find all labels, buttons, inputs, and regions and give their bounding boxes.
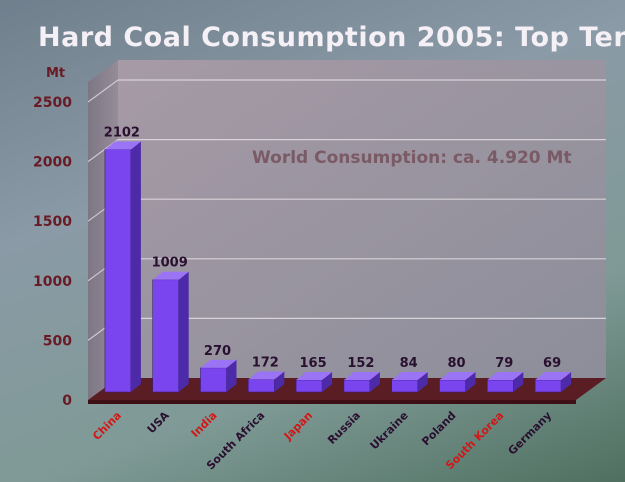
bar-south-africa: [248, 379, 275, 393]
bar-south-korea: [486, 379, 514, 393]
y-tick-label: 2000: [33, 155, 72, 171]
bar-side: [274, 371, 285, 392]
bar-top: [248, 371, 285, 380]
bar-top: [152, 271, 189, 280]
bar-side: [178, 271, 189, 392]
bar-value-label: 80: [447, 356, 465, 371]
bar-germany: [534, 379, 562, 393]
bar-top: [343, 372, 380, 380]
y-tick-label: 1500: [33, 214, 72, 230]
bar-japan: [295, 379, 323, 393]
bar-top: [439, 372, 476, 380]
bar-top: [535, 372, 572, 380]
bar-china: [104, 149, 132, 393]
y-tick-label: 1000: [33, 274, 72, 290]
bar-side: [561, 372, 572, 392]
bar-side: [417, 372, 428, 392]
bar-side: [322, 372, 333, 392]
bar-poland: [439, 379, 466, 393]
bar-side: [226, 359, 237, 392]
gridline-side: [87, 79, 119, 103]
bar-value-label: 172: [252, 355, 279, 370]
x-tick-label: Japan: [281, 409, 315, 443]
bar-value-label: 270: [204, 344, 231, 359]
bar-side: [130, 141, 141, 392]
y-axis-unit-label: Mt: [46, 66, 66, 81]
bar-top: [104, 141, 141, 150]
bar-top: [487, 372, 524, 380]
bar-ukraine: [391, 379, 419, 393]
y-tick-label: 0: [62, 393, 72, 409]
x-tick-label: China: [90, 409, 124, 443]
bar-side: [513, 372, 524, 392]
chart-floor-edge: [88, 400, 576, 404]
x-tick-label: USA: [145, 409, 172, 436]
bar-value-label: 165: [300, 356, 327, 371]
x-tick-label: Poland: [419, 409, 458, 448]
x-tick-label: Ukraine: [368, 409, 411, 452]
bar-value-label: 79: [495, 356, 513, 371]
bar-top: [200, 359, 237, 368]
chart-title: Hard Coal Consumption 2005: Top Ten: [38, 22, 625, 53]
x-tick-label: Russia: [325, 409, 363, 447]
x-tick-label: India: [189, 409, 220, 440]
bar-value-label: 84: [400, 356, 418, 371]
y-tick-label: 500: [43, 333, 72, 349]
y-tick-label: 2500: [33, 95, 72, 111]
chart-back-wall: [118, 60, 606, 378]
world-consumption-annotation: World Consumption: ca. 4.920 Mt: [252, 148, 572, 168]
bar-top: [296, 372, 333, 380]
x-tick-label: Germany: [506, 409, 555, 458]
bar-value-label: 2102: [104, 125, 140, 140]
bar-india: [200, 367, 227, 393]
bar-top: [391, 372, 428, 380]
bar-russia: [343, 379, 371, 393]
bar-value-label: 69: [543, 356, 561, 371]
bar-value-label: 152: [347, 356, 374, 371]
bar-side: [465, 372, 476, 392]
bar-value-label: 1009: [152, 256, 188, 271]
bar-side: [369, 372, 380, 392]
bar-usa: [152, 279, 179, 393]
